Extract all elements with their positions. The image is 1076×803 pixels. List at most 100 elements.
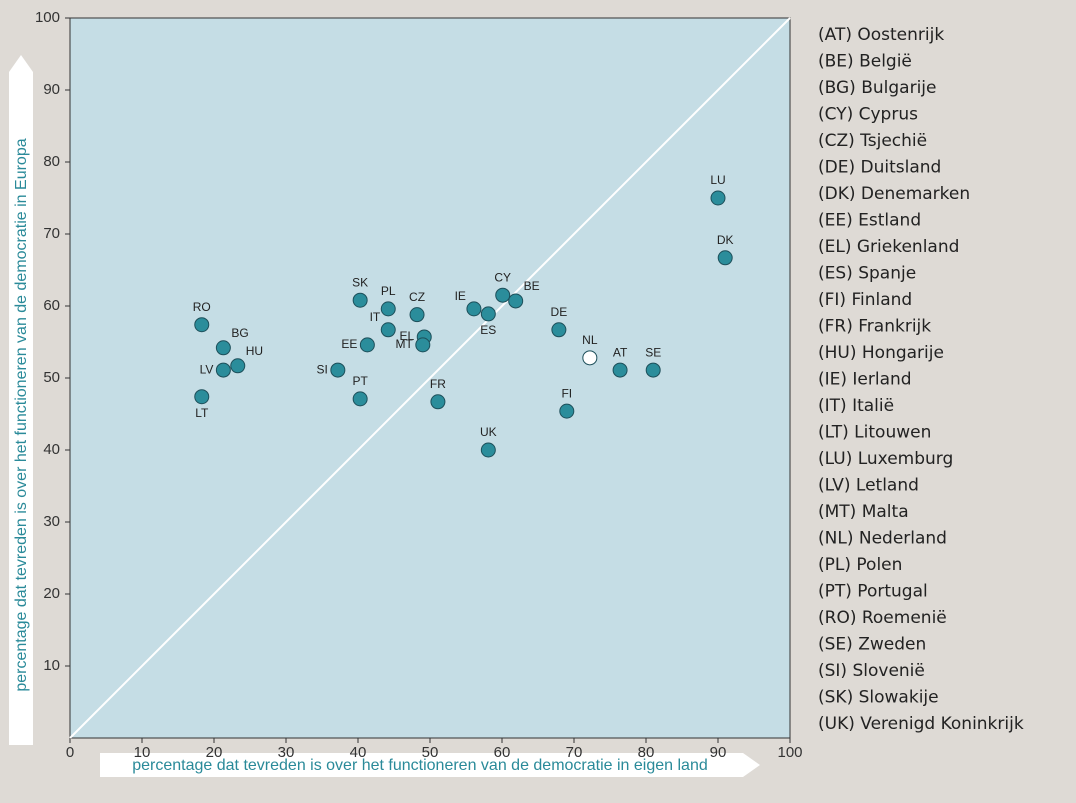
x-tick-label: 0 [66,744,74,761]
point [380,322,396,338]
legend-entry: (DK) Denemarken [818,184,970,204]
point [352,292,368,308]
point-label: HU [246,344,263,358]
point [380,301,396,317]
legend-entry: (EE) Estland [818,211,921,231]
point-label: BG [231,326,248,340]
point [645,362,661,378]
point-label: LV [200,362,214,376]
y-tick-label: 100 [35,9,60,26]
legend-entry: (DE) Duitsland [818,158,941,178]
point [194,317,210,333]
point-label: IT [370,310,381,324]
legend-entry: (PT) Portugal [818,582,928,602]
legend-entry: (SE) Zweden [818,635,926,655]
point [582,350,598,366]
x-axis-arrow [100,753,760,777]
point-label: DK [717,233,734,247]
point [717,250,733,266]
legend-entry: (NL) Nederland [818,529,947,549]
point-label: DE [551,305,568,319]
legend-entry: (RO) Roemenië [818,608,947,628]
x-tick-label: 80 [638,744,655,761]
point [215,362,231,378]
legend-entry: (PL) Polen [818,555,902,575]
point-label: MT [395,337,413,351]
legend-entry: (SI) Slovenië [818,661,925,681]
point-label: ES [480,323,496,337]
legend-entry: (UK) Verenigd Koninkrijk [818,714,1024,734]
point-label: LU [710,173,725,187]
point-label: UK [480,425,497,439]
point [415,337,431,353]
point [508,293,524,309]
y-tick-label: 50 [43,369,60,386]
point [359,337,375,353]
legend-entry: (CZ) Tsjechië [818,131,927,151]
legend-entry: (ES) Spanje [818,264,916,284]
point-label: RO [193,300,211,314]
point-label: FI [561,386,572,400]
point-label: FR [430,377,446,391]
legend-entry: (AT) Oostenrijk [818,25,944,45]
y-tick-label: 70 [43,225,60,242]
legend-entry: (CY) Cyprus [818,105,918,125]
point [612,362,628,378]
point [215,340,231,356]
x-tick-label: 60 [494,744,511,761]
legend-entry: (LT) Litouwen [818,423,931,443]
x-tick-label: 100 [777,744,802,761]
point [409,307,425,323]
legend-entry: (IE) Ierland [818,370,912,390]
point [495,287,511,303]
point-label: CZ [409,290,425,304]
point [480,306,496,322]
legend-entry: (EL) Griekenland [818,237,959,257]
legend-entry: (FR) Frankrijk [818,317,931,337]
x-axis-title: percentage dat tevreden is over het func… [132,757,708,774]
legend-entry: (BE) België [818,52,912,72]
diagonal [69,17,791,739]
point-label: SE [645,345,661,359]
legend-entry: (LV) Letland [818,476,919,496]
y-tick-label: 80 [43,153,60,170]
point-label: EE [341,337,357,351]
point [480,442,496,458]
y-tick-label: 10 [43,657,60,674]
point [352,391,368,407]
point-label: PT [352,374,368,388]
point-label: IE [455,289,466,303]
point [330,362,346,378]
y-tick-label: 20 [43,585,60,602]
y-tick-label: 30 [43,513,60,530]
legend-entry: (HU) Hongarije [818,343,944,363]
x-tick-label: 50 [422,744,439,761]
legend-entry: (FI) Finland [818,290,912,310]
point-label: CY [494,270,511,284]
point [430,394,446,410]
y-tick-label: 90 [43,81,60,98]
y-axis-arrow [9,55,33,745]
x-tick-label: 10 [134,744,151,761]
x-tick-label: 30 [278,744,295,761]
point [551,322,567,338]
x-tick-label: 70 [566,744,583,761]
legend-entry: (MT) Malta [818,502,909,522]
point [230,358,246,374]
point-label: BE [524,279,540,293]
x-tick-label: 90 [710,744,727,761]
point-label: NL [582,333,598,347]
legend-entry: (SK) Slowakije [818,688,939,708]
point [194,389,210,405]
legend-entry: (LU) Luxemburg [818,449,953,469]
legend-entry: (IT) Italië [818,396,894,416]
y-axis-title: percentage dat tevreden is over het func… [13,138,30,691]
y-tick-label: 60 [43,297,60,314]
legend-entry: (BG) Bulgarije [818,78,936,98]
point-label: EL [400,329,415,343]
point [466,301,482,317]
point [559,403,575,419]
x-tick-label: 20 [206,744,223,761]
x-tick-label: 40 [350,744,367,761]
